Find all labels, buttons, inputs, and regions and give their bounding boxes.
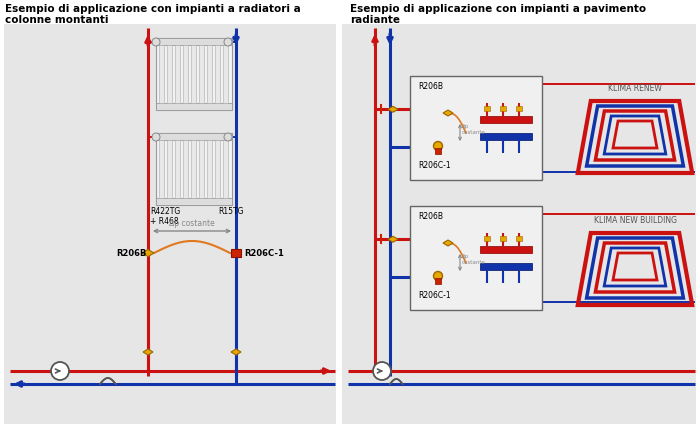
Bar (159, 45, 164, 103)
Bar (156, 133, 232, 205)
Bar (175, 45, 181, 103)
Text: Esempio di applicazione con impianti a pavimento: Esempio di applicazione con impianti a p… (350, 4, 646, 14)
Bar (156, 38, 232, 110)
Bar (480, 246, 532, 253)
Bar (183, 140, 188, 198)
Text: R422TG
+ R468: R422TG + R468 (150, 207, 181, 226)
Text: Δp costante: Δp costante (169, 219, 215, 228)
Circle shape (433, 271, 442, 280)
Bar (156, 38, 232, 45)
Bar (4, 24, 336, 424)
Bar (484, 106, 490, 111)
Text: R206C-1: R206C-1 (244, 249, 284, 258)
Text: R206C-1: R206C-1 (418, 161, 451, 170)
Bar (199, 45, 204, 103)
Bar (480, 133, 532, 140)
Bar (175, 140, 181, 198)
Bar (215, 140, 220, 198)
Bar (516, 236, 522, 241)
Bar (159, 140, 164, 198)
Text: Esempio di applicazione con impianti a radiatori a: Esempio di applicazione con impianti a r… (5, 4, 301, 14)
Circle shape (51, 362, 69, 380)
Bar (156, 103, 232, 110)
Bar (207, 45, 212, 103)
Text: KLIMA RENEW: KLIMA RENEW (608, 84, 662, 93)
Text: R206C-1: R206C-1 (418, 291, 451, 300)
Text: R15TG: R15TG (218, 207, 244, 216)
Text: KLIMA NEW BUILDING: KLIMA NEW BUILDING (594, 216, 676, 225)
Bar (223, 45, 228, 103)
Text: R206B: R206B (418, 82, 443, 91)
Bar (167, 140, 172, 198)
Bar (484, 236, 490, 241)
Bar (156, 198, 232, 205)
Circle shape (224, 133, 232, 141)
Bar (480, 263, 532, 270)
Bar (516, 106, 522, 111)
Bar (223, 140, 228, 198)
Polygon shape (142, 250, 154, 257)
Bar (500, 236, 506, 241)
Bar (215, 45, 220, 103)
Text: Δp
costante: Δp costante (462, 124, 486, 135)
Bar (191, 140, 197, 198)
Bar (199, 140, 204, 198)
Bar (410, 206, 542, 310)
Text: colonne montanti: colonne montanti (5, 15, 108, 25)
Circle shape (373, 362, 391, 380)
Polygon shape (443, 110, 453, 116)
Bar (342, 24, 696, 424)
Bar (167, 45, 172, 103)
Bar (435, 278, 441, 284)
Bar (480, 116, 532, 123)
Polygon shape (388, 236, 398, 242)
Polygon shape (231, 349, 241, 355)
Bar (207, 140, 212, 198)
Bar (410, 76, 542, 180)
Text: R206B: R206B (418, 212, 443, 221)
Bar (156, 133, 232, 140)
Circle shape (152, 38, 160, 46)
Circle shape (224, 38, 232, 46)
Polygon shape (143, 349, 153, 355)
Text: Δp
costante: Δp costante (462, 254, 486, 265)
Text: R206B: R206B (116, 249, 146, 258)
Polygon shape (443, 240, 453, 246)
Circle shape (152, 133, 160, 141)
Bar (435, 148, 441, 154)
Circle shape (433, 142, 442, 151)
Bar (500, 106, 506, 111)
Bar (231, 249, 241, 257)
Bar (183, 45, 188, 103)
Polygon shape (388, 106, 398, 112)
Text: radiante: radiante (350, 15, 400, 25)
Bar (191, 45, 197, 103)
